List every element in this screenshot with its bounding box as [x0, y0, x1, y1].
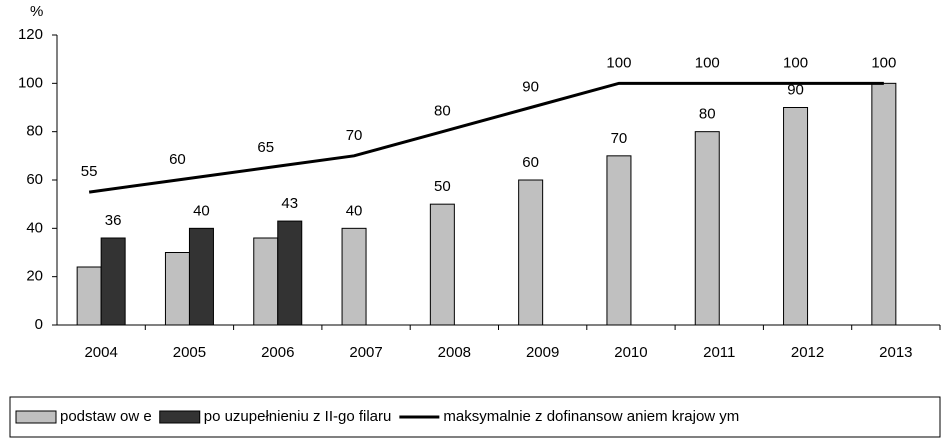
bar [341, 227, 367, 326]
x-tick-label: 2006 [261, 344, 294, 361]
legend-swatch [159, 410, 201, 424]
x-tick-label: 2010 [614, 344, 647, 361]
data-label: 40 [346, 202, 363, 219]
data-label: 50 [434, 178, 451, 195]
data-label: 70 [346, 127, 363, 144]
x-tick-label: 2007 [349, 344, 382, 361]
data-label: 90 [522, 78, 539, 95]
data-label: 100 [783, 54, 808, 71]
legend-label: maksymalnie z dofinansow aniem krajow ym [443, 408, 739, 425]
x-tick-label: 2013 [879, 344, 912, 361]
bar [188, 227, 214, 326]
bar [606, 155, 632, 326]
legend-label: po uzupełnieniu z II-go filaru [204, 408, 392, 425]
data-label: 100 [695, 54, 720, 71]
y-tick-label: 0 [35, 316, 43, 333]
data-label: 100 [871, 54, 896, 71]
data-label: 100 [606, 54, 631, 71]
x-tick-label: 2011 [703, 344, 735, 361]
legend-swatch [15, 410, 57, 424]
bar [100, 237, 126, 326]
data-label: 60 [522, 154, 539, 171]
x-tick-label: 2005 [173, 344, 206, 361]
y-tick-label: 20 [26, 268, 43, 285]
data-label: 65 [257, 139, 274, 156]
bar [694, 131, 720, 326]
y-tick-label: 60 [26, 171, 43, 188]
y-axis-label: % [30, 3, 43, 20]
bar [783, 107, 809, 326]
y-tick-label: 120 [18, 26, 43, 43]
data-label: 60 [169, 151, 186, 168]
x-tick-label: 2008 [438, 344, 471, 361]
bar [277, 220, 303, 326]
x-tick-label: 2004 [84, 344, 117, 361]
y-tick-label: 100 [18, 74, 43, 91]
data-label: 43 [281, 195, 298, 212]
data-label: 80 [434, 103, 451, 120]
data-label: 40 [193, 202, 210, 219]
bar [76, 266, 102, 326]
x-tick-label: 2012 [791, 344, 824, 361]
bar [164, 252, 190, 326]
bar [253, 237, 279, 326]
y-tick-label: 40 [26, 219, 43, 236]
data-label: 55 [81, 163, 98, 180]
data-label: 90 [787, 81, 804, 98]
y-tick-label: 80 [26, 123, 43, 140]
data-label: 36 [105, 212, 122, 229]
legend-label: podstaw ow e [60, 408, 152, 425]
data-label: 70 [611, 130, 628, 147]
line [88, 81, 884, 194]
bar [429, 203, 455, 326]
bar [518, 179, 544, 326]
data-label: 80 [699, 106, 716, 123]
bar [871, 82, 897, 326]
x-tick-label: 2009 [526, 344, 559, 361]
